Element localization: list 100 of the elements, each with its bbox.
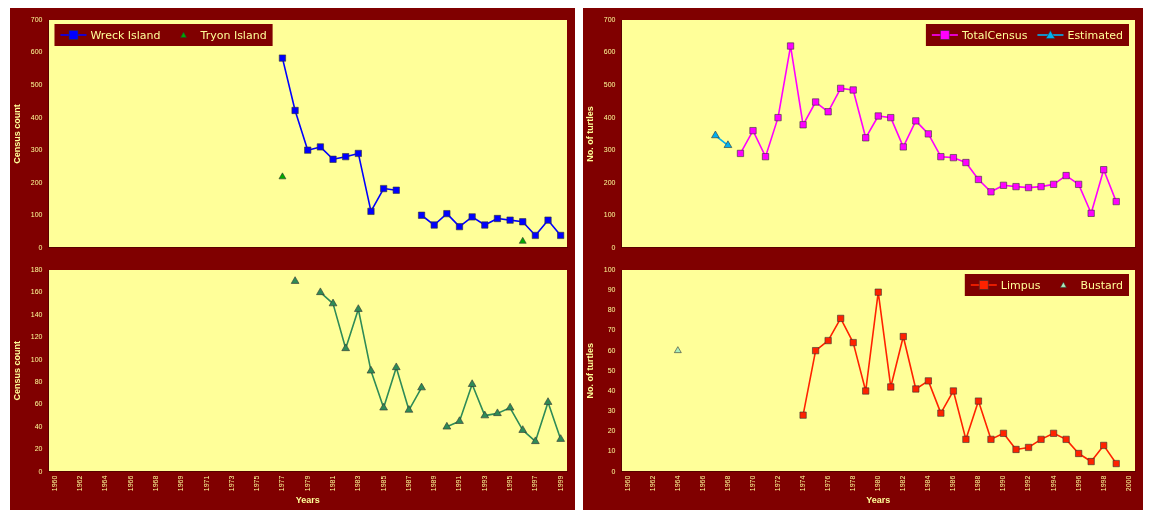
point: [812, 98, 820, 106]
point: [278, 172, 287, 180]
point: [329, 155, 337, 163]
point: [787, 42, 795, 50]
point: [1112, 198, 1120, 206]
point: [887, 114, 895, 122]
point: [531, 436, 540, 444]
point: [316, 143, 324, 151]
point: [556, 434, 565, 442]
point: [987, 435, 995, 443]
point: [557, 231, 565, 239]
point: [380, 185, 388, 193]
point: [949, 154, 957, 162]
point: [837, 314, 845, 322]
point: [924, 377, 932, 385]
legend-label: Tryon Island: [199, 28, 267, 42]
point: [379, 402, 388, 411]
point: [1000, 429, 1007, 437]
point: [749, 127, 757, 135]
legend-label: TotalCensus: [960, 28, 1028, 42]
point: [518, 236, 527, 244]
point: [1000, 181, 1007, 189]
point: [937, 153, 945, 161]
x-axis-title: Years: [866, 495, 891, 506]
point: [862, 134, 870, 142]
point: [674, 346, 682, 353]
point: [824, 108, 832, 116]
point: [519, 218, 527, 226]
point: [962, 435, 970, 443]
point: [493, 408, 502, 416]
point: [506, 216, 514, 224]
point: [762, 153, 769, 161]
point: [456, 223, 463, 231]
point: [1012, 445, 1020, 453]
point: [1100, 166, 1108, 174]
point: [367, 207, 375, 215]
point: [442, 422, 452, 430]
point: [1025, 184, 1033, 192]
point: [1050, 180, 1058, 188]
point: [493, 215, 501, 222]
legend-label: Bustard: [1080, 278, 1124, 292]
point: [874, 112, 882, 120]
point: [912, 385, 920, 393]
x-axis-title: Years: [295, 495, 320, 506]
point: [328, 298, 338, 307]
point: [1050, 429, 1058, 437]
point: [392, 362, 401, 370]
y-axis-title: No. of turtles: [584, 343, 595, 399]
point: [974, 397, 982, 405]
point: [924, 130, 932, 138]
point: [518, 425, 527, 433]
point: [354, 304, 363, 312]
point: [912, 117, 920, 125]
point: [1025, 443, 1033, 451]
point: [974, 175, 982, 183]
legend-label: Limpus: [1000, 278, 1041, 292]
point: [291, 106, 299, 114]
point: [316, 287, 325, 295]
point: [354, 149, 362, 157]
legend-label: Estimated: [1067, 28, 1124, 42]
point: [341, 343, 350, 351]
point: [887, 383, 895, 391]
point: [1112, 460, 1120, 468]
point: [736, 149, 744, 157]
point: [849, 339, 857, 347]
point: [443, 210, 451, 218]
y-axis-title: Census count: [11, 104, 22, 164]
point: [455, 416, 464, 424]
point: [899, 143, 907, 151]
point: [937, 409, 945, 417]
point: [430, 221, 438, 229]
point: [304, 146, 312, 154]
point: [418, 211, 426, 219]
point: [849, 86, 857, 94]
point: [899, 333, 907, 341]
point: [544, 216, 552, 224]
point: [1100, 441, 1108, 449]
point: [962, 159, 970, 167]
point: [1087, 458, 1095, 466]
point: [290, 276, 300, 284]
point: [949, 387, 957, 395]
point: [874, 288, 882, 296]
point: [1075, 450, 1083, 457]
point: [799, 411, 807, 419]
point: [1037, 183, 1045, 191]
point: [467, 379, 477, 387]
point: [417, 382, 426, 391]
point: [1062, 172, 1070, 180]
y-axis-title: No. of turtles: [584, 106, 595, 162]
y-axis-title: Census count: [11, 341, 22, 401]
point: [468, 213, 476, 221]
point: [342, 153, 350, 161]
point: [824, 337, 832, 345]
point: [480, 410, 489, 419]
point: [404, 405, 414, 413]
point: [799, 121, 807, 129]
legend-label: Wreck Island: [90, 28, 161, 42]
point: [862, 387, 870, 395]
point: [1075, 180, 1083, 188]
point: [837, 84, 845, 92]
